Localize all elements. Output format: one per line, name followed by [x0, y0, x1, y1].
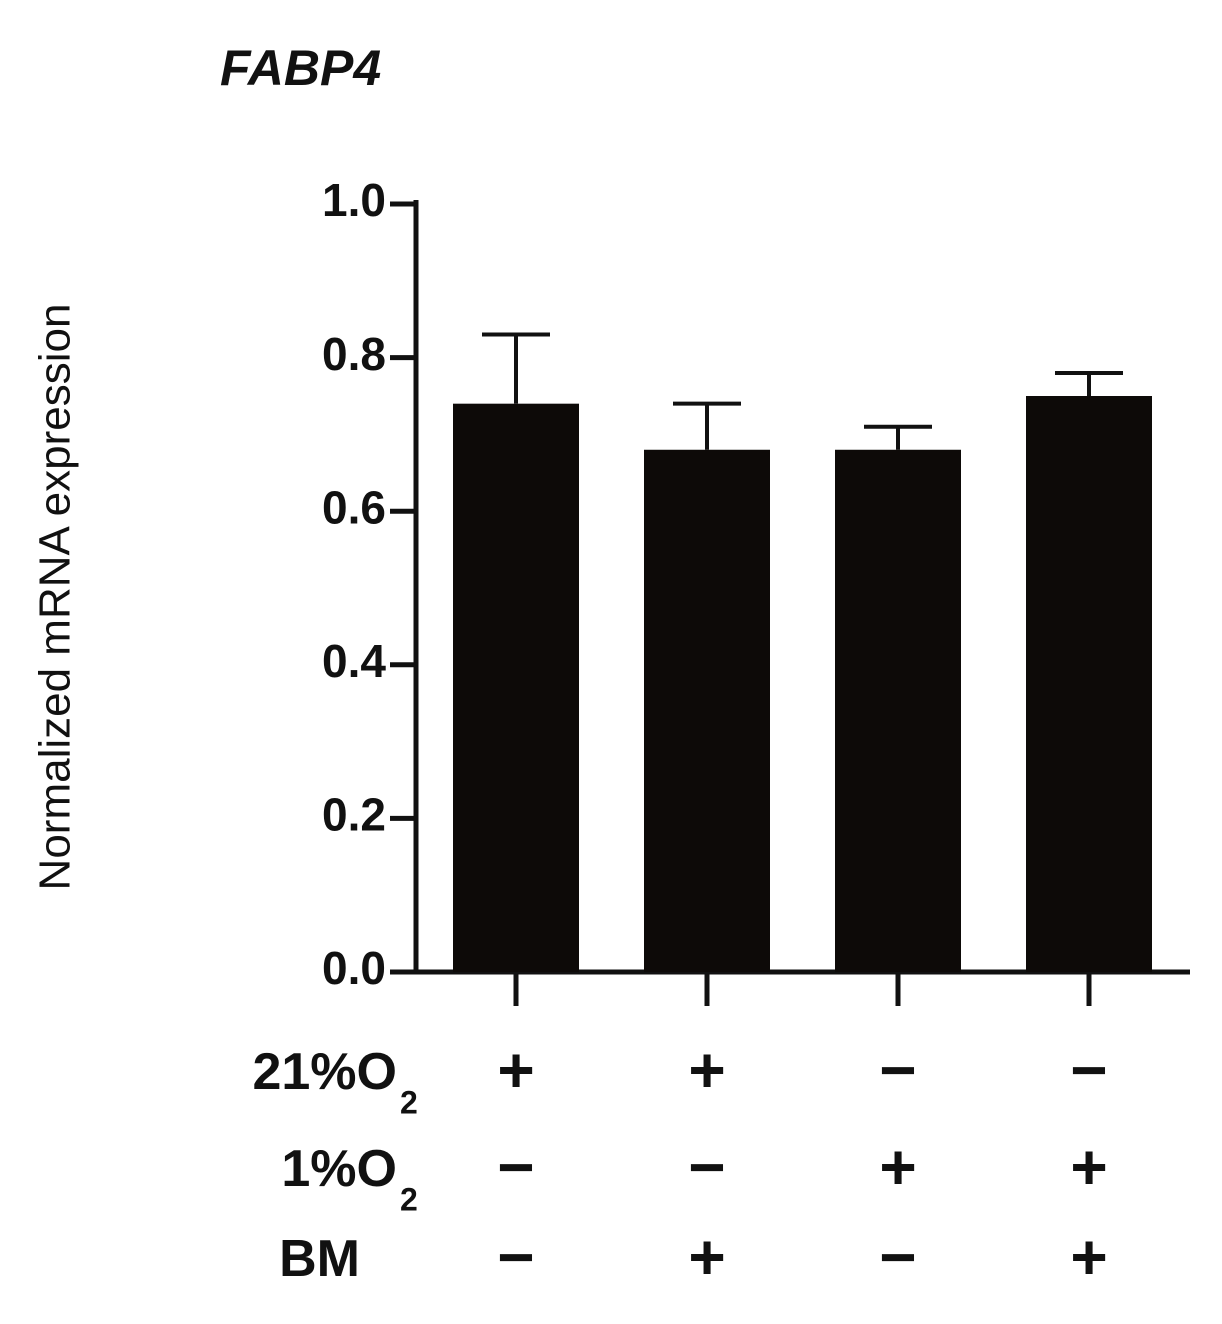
- condition-sign: −: [1070, 1034, 1107, 1106]
- y-tick-label: 0.2: [322, 789, 386, 841]
- chart-title: FABP4: [220, 40, 381, 96]
- condition-label-subscript: 2: [400, 1181, 418, 1217]
- condition-sign: +: [1070, 1221, 1107, 1293]
- y-tick-label: 0.6: [322, 481, 386, 533]
- condition-label: BM: [279, 1230, 360, 1288]
- condition-sign: −: [497, 1221, 534, 1293]
- condition-label-text: 21%O: [252, 1043, 397, 1101]
- y-tick-label: 0.0: [322, 942, 386, 994]
- condition-sign: −: [688, 1131, 725, 1203]
- bar: [1026, 396, 1152, 972]
- y-axis-label: Normalized mRNA expression: [31, 304, 80, 891]
- condition-sign: +: [497, 1034, 534, 1106]
- y-tick-label: 1.0: [322, 174, 386, 226]
- condition-sign: −: [497, 1131, 534, 1203]
- condition-label: 21%O: [252, 1043, 397, 1101]
- bar: [835, 449, 961, 972]
- condition-label-subscript: 2: [400, 1084, 418, 1120]
- condition-sign: +: [688, 1034, 725, 1106]
- condition-label-text: BM: [279, 1230, 360, 1288]
- condition-sign: +: [1070, 1131, 1107, 1203]
- y-tick-label: 0.4: [322, 635, 386, 687]
- condition-sign: +: [879, 1131, 916, 1203]
- y-tick-label: 0.8: [322, 328, 386, 380]
- condition-label: 1%O: [281, 1140, 397, 1198]
- condition-sign: −: [879, 1034, 916, 1106]
- condition-sign: −: [879, 1221, 916, 1293]
- bar: [644, 449, 770, 972]
- condition-sign: +: [688, 1221, 725, 1293]
- bar: [453, 403, 579, 972]
- condition-label-text: 1%O: [281, 1140, 397, 1198]
